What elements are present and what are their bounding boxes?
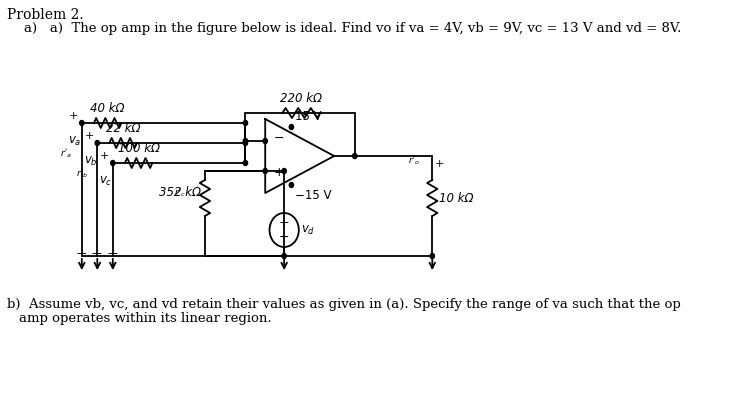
Text: amp operates within its linear region.: amp operates within its linear region.: [19, 312, 272, 325]
Text: +: +: [69, 111, 78, 121]
Text: −: −: [279, 231, 289, 244]
Circle shape: [80, 120, 84, 126]
Text: $v_c$: $v_c$: [99, 175, 112, 188]
Text: 40 kΩ: 40 kΩ: [90, 102, 125, 115]
Circle shape: [263, 138, 267, 144]
Text: 352 kΩ: 352 kΩ: [158, 186, 201, 199]
Text: $r'_b$: $r'_b$: [76, 167, 88, 180]
Text: b)  Assume vb, vc, and vd retain their values as given in (a). Specify the range: b) Assume vb, vc, and vd retain their va…: [7, 298, 681, 311]
Text: 220 kΩ: 220 kΩ: [280, 92, 322, 105]
Text: 10 kΩ: 10 kΩ: [439, 191, 474, 204]
Text: $+$: $+$: [273, 166, 284, 180]
Text: Problem 2.: Problem 2.: [7, 8, 83, 22]
Text: 22 kΩ: 22 kΩ: [106, 122, 141, 135]
Circle shape: [95, 140, 100, 146]
Text: $v_a$: $v_a$: [68, 135, 82, 148]
Text: −15 V: −15 V: [295, 189, 331, 202]
Text: $v_d$: $v_d$: [301, 224, 315, 237]
Text: $r'_c$: $r'_c$: [174, 187, 186, 199]
Circle shape: [111, 160, 115, 166]
Text: +: +: [85, 131, 94, 141]
Text: $r'_o$: $r'_o$: [408, 155, 420, 167]
Circle shape: [353, 153, 357, 158]
Text: $v_b$: $v_b$: [83, 155, 97, 168]
Circle shape: [282, 253, 286, 259]
Circle shape: [243, 140, 248, 146]
Text: $r'_a$: $r'_a$: [60, 147, 72, 160]
Circle shape: [282, 169, 286, 173]
Circle shape: [289, 124, 294, 129]
Circle shape: [243, 120, 248, 126]
Text: +: +: [279, 217, 289, 229]
Circle shape: [430, 253, 434, 259]
Circle shape: [289, 182, 294, 188]
Circle shape: [263, 169, 267, 173]
Text: $-$: $-$: [273, 131, 284, 144]
Text: a)   a)  The op amp in the figure below is ideal. Find vo if va = 4V, vb = 9V, v: a) a) The op amp in the figure below is …: [24, 22, 682, 35]
Text: +: +: [100, 151, 109, 161]
Text: 100 kΩ: 100 kΩ: [118, 142, 160, 155]
Text: 15 V: 15 V: [295, 110, 321, 123]
Circle shape: [243, 138, 248, 144]
Circle shape: [243, 160, 248, 166]
Text: +: +: [434, 159, 444, 169]
